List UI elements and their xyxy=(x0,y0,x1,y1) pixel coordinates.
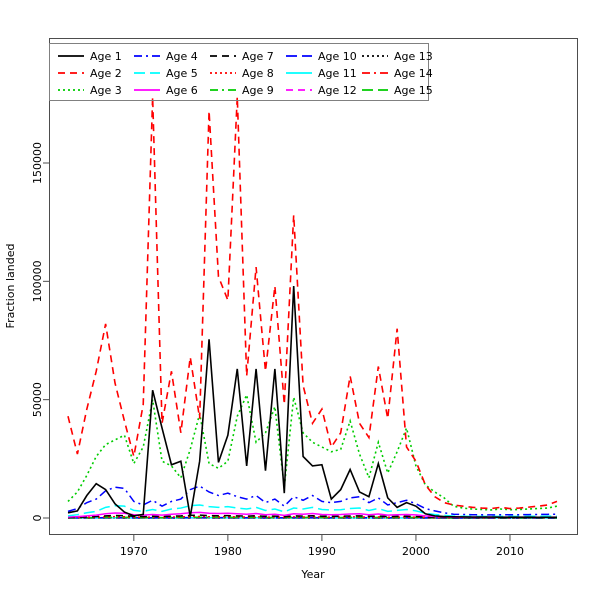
legend-label-age-10: Age 10 xyxy=(318,50,357,63)
series-line-age-1 xyxy=(67,286,558,519)
legend-box xyxy=(49,43,429,101)
y-axis-title: Fraction landed xyxy=(4,244,17,329)
x-tick-label: 1990 xyxy=(308,545,336,558)
y-axis-ticks: 0 50000 100000 150000 xyxy=(31,142,49,522)
y-tick-label: 50000 xyxy=(31,382,44,417)
legend-label-age-12: Age 12 xyxy=(318,84,357,97)
legend-label-age-11: Age 11 xyxy=(318,67,357,80)
plot-frame xyxy=(49,38,578,535)
legend-label-age-13: Age 13 xyxy=(394,50,433,63)
legend-label-age-14: Age 14 xyxy=(394,67,433,80)
legend-label-age-8: Age 8 xyxy=(242,67,274,80)
x-tick-label: 2000 xyxy=(402,545,430,558)
legend: Age 1 Age 2 Age 3 Age 4 Age 5 Age 6 Age 7 Age 8… xyxy=(58,50,433,97)
y-tick-label: 100000 xyxy=(31,260,44,302)
legend-label-age-15: Age 15 xyxy=(394,84,433,97)
legend-label-age-9: Age 9 xyxy=(242,84,274,97)
series-line-age-2 xyxy=(67,96,558,510)
legend-label-age-7: Age 7 xyxy=(242,50,274,63)
series-line-age-4 xyxy=(67,485,558,516)
legend-label-age-3: Age 3 xyxy=(90,84,122,97)
series-group xyxy=(67,96,558,519)
series-line-age-7 xyxy=(67,514,558,519)
y-tick-label: 0 xyxy=(31,515,44,522)
x-tick-label: 2010 xyxy=(496,545,524,558)
legend-label-age-2: Age 2 xyxy=(90,67,122,80)
x-tick-label: 1970 xyxy=(120,545,148,558)
legend-label-age-1: Age 1 xyxy=(90,50,122,63)
legend-label-age-5: Age 5 xyxy=(166,67,198,80)
legend-label-age-6: Age 6 xyxy=(166,84,198,97)
series-line-age-3 xyxy=(67,392,558,511)
series-line-age-8 xyxy=(67,515,558,519)
legend-label-age-4: Age 4 xyxy=(166,50,198,63)
x-axis-title: Year xyxy=(300,568,325,581)
series-line-age-5 xyxy=(67,504,558,518)
y-tick-label: 150000 xyxy=(31,142,44,184)
x-tick-label: 1980 xyxy=(214,545,242,558)
x-axis-ticks: 1970 1980 1990 2000 2010 xyxy=(120,535,524,558)
